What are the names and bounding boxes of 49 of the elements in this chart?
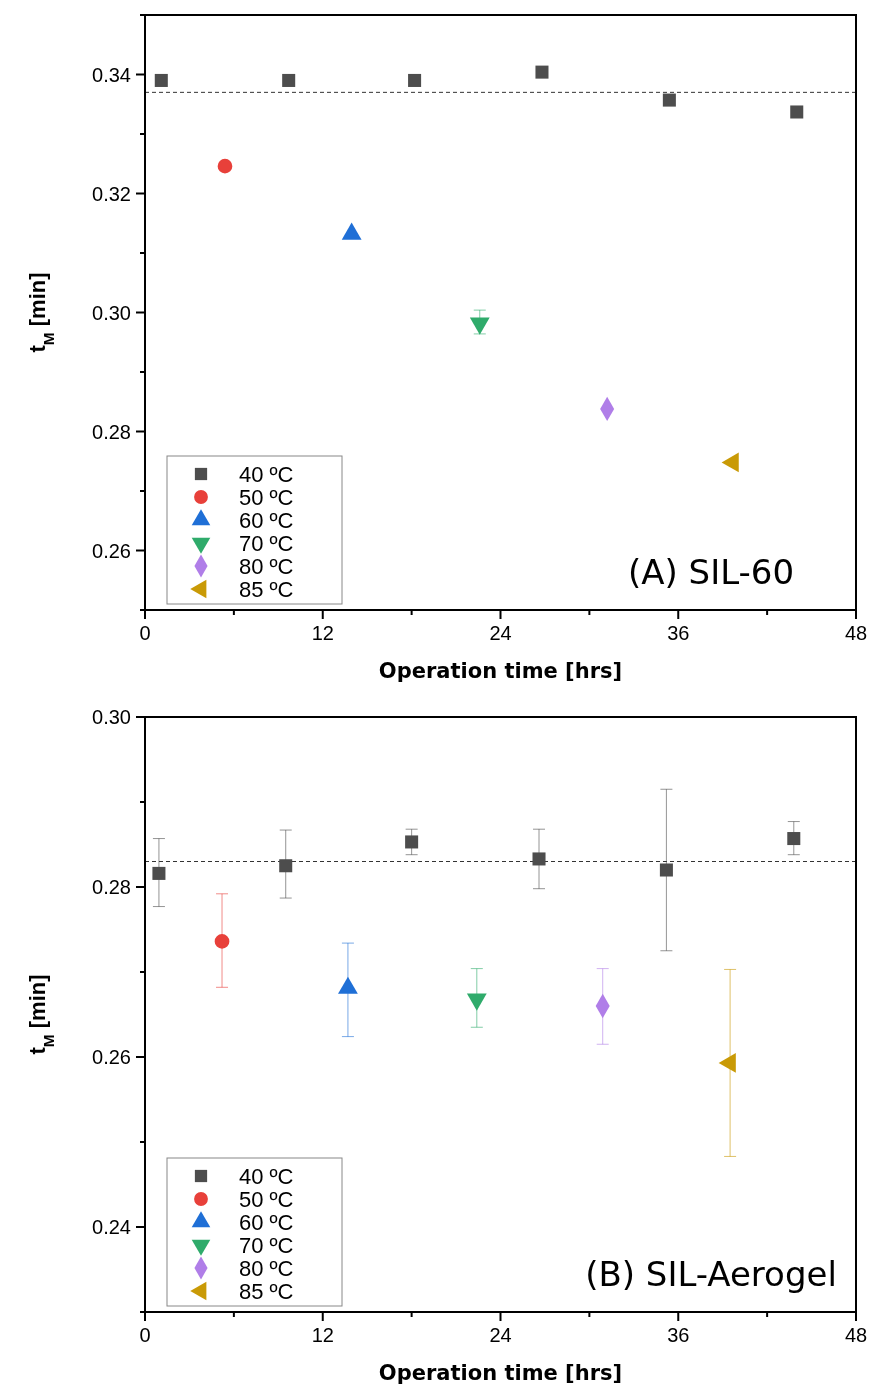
point: [790, 105, 804, 119]
point: [279, 859, 293, 873]
y-tick-label: 0.30: [92, 706, 131, 728]
legend-label: 50 ºC: [239, 1187, 294, 1212]
point: [152, 866, 166, 880]
point: [662, 93, 676, 107]
annotation: (B) SIL-Aerogel: [585, 1254, 837, 1294]
x-axis-title: Operation time [hrs]: [378, 659, 623, 683]
point: [787, 832, 801, 846]
legend-label: 70 ºC: [239, 1233, 294, 1258]
legend-label: 50 ºC: [239, 485, 294, 510]
x-tick-label: 36: [667, 1324, 690, 1346]
x-tick-label: 48: [844, 1324, 868, 1346]
legend-label: 85 ºC: [239, 577, 294, 602]
x-tick-label: 12: [311, 622, 334, 644]
point: [154, 73, 168, 87]
point: [535, 65, 549, 79]
point: [217, 158, 233, 174]
x-tick-label: 48: [844, 622, 868, 644]
y-tick-label: 0.28: [92, 876, 131, 898]
y-tick-label: 0.32: [92, 182, 131, 205]
x-tick-label: 24: [489, 622, 512, 644]
x-tick-label: 12: [311, 1324, 334, 1346]
x-tick-label: 0: [139, 1324, 151, 1346]
x-axis-title: Operation time [hrs]: [378, 1361, 623, 1385]
x-tick-label: 0: [139, 622, 151, 644]
y-tick-label: 0.24: [92, 1216, 131, 1238]
point: [282, 73, 296, 87]
legend-label: 60 ºC: [239, 508, 294, 533]
annotation: (A) SIL-60: [627, 552, 795, 592]
y-tick-label: 0.34: [92, 63, 131, 86]
point: [405, 835, 419, 849]
legend-label: 40 ºC: [239, 1164, 294, 1189]
legend-label: 40 ºC: [239, 462, 294, 487]
legend-label: 70 ºC: [239, 531, 294, 556]
point: [408, 73, 422, 87]
x-tick-label: 36: [667, 622, 690, 644]
y-tick-label: 0.28: [92, 420, 131, 443]
y-tick-label: 0.26: [92, 1046, 131, 1068]
point: [532, 852, 546, 866]
y-tick-label: 0.30: [92, 301, 131, 324]
legend-label: 80 ºC: [239, 1256, 294, 1281]
legend-label: 80 ºC: [239, 554, 294, 579]
y-tick-label: 0.26: [92, 539, 131, 562]
point: [214, 934, 230, 949]
point: [659, 863, 673, 877]
legend-label: 85 ºC: [239, 1279, 294, 1304]
x-tick-label: 24: [489, 1324, 512, 1346]
legend-label: 60 ºC: [239, 1210, 294, 1235]
